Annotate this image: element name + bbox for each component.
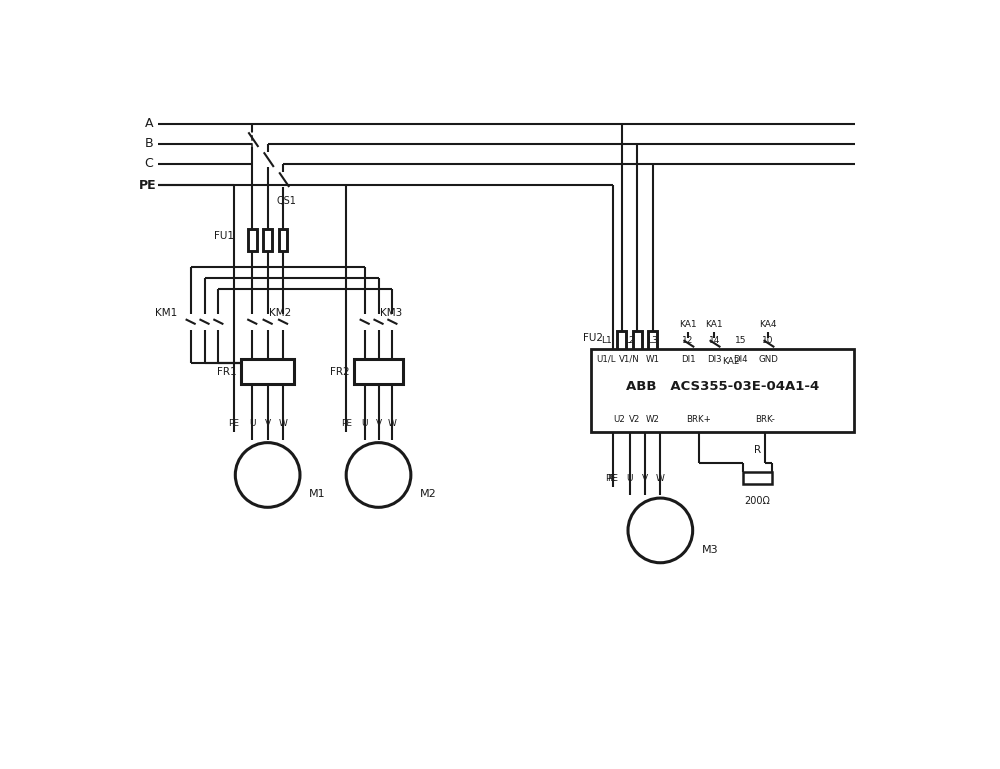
- Text: U1/L: U1/L: [597, 355, 616, 364]
- Text: KA1: KA1: [705, 320, 723, 328]
- Text: U: U: [626, 474, 633, 484]
- Text: L2: L2: [624, 337, 635, 345]
- Bar: [617, 331, 626, 353]
- Bar: [263, 229, 272, 251]
- Text: V: V: [642, 474, 648, 484]
- Text: U2: U2: [613, 415, 625, 424]
- Text: W: W: [279, 419, 287, 428]
- Text: V: V: [375, 419, 382, 428]
- Text: M3: M3: [702, 544, 719, 554]
- Text: KA1: KA1: [679, 320, 697, 328]
- Text: W: W: [656, 474, 665, 484]
- Text: GND: GND: [758, 355, 778, 364]
- Text: DI3: DI3: [707, 355, 722, 364]
- Text: C: C: [144, 158, 153, 171]
- Text: 15: 15: [735, 337, 746, 345]
- Text: KM3: KM3: [380, 308, 402, 318]
- Text: FU2: FU2: [583, 333, 603, 343]
- Text: ABB   ACS355-03E-04A1-4: ABB ACS355-03E-04A1-4: [626, 380, 819, 393]
- Text: 10: 10: [762, 337, 774, 345]
- Text: A: A: [144, 118, 153, 131]
- Text: 200Ω: 200Ω: [744, 496, 770, 506]
- Text: W1: W1: [646, 355, 660, 364]
- Text: V1/N: V1/N: [619, 355, 640, 364]
- Circle shape: [346, 443, 411, 508]
- Bar: [591, 348, 854, 432]
- Text: FR2: FR2: [330, 367, 349, 377]
- Text: FR1: FR1: [217, 367, 237, 377]
- Text: V: V: [265, 419, 271, 428]
- Text: QS1: QS1: [277, 196, 297, 206]
- Text: M1: M1: [309, 489, 326, 499]
- Text: L3: L3: [647, 337, 658, 345]
- Text: U: U: [249, 419, 255, 428]
- Text: DI4: DI4: [733, 355, 748, 364]
- Text: W2: W2: [646, 415, 660, 424]
- Text: KA2: KA2: [722, 357, 739, 365]
- Text: PE: PE: [341, 419, 352, 428]
- Text: BRK+: BRK+: [686, 415, 711, 424]
- Bar: [354, 359, 403, 384]
- Text: V2: V2: [628, 415, 640, 424]
- Bar: [633, 331, 642, 353]
- Text: KA4: KA4: [759, 320, 777, 328]
- Text: B: B: [144, 138, 153, 151]
- Text: PE: PE: [228, 419, 239, 428]
- Text: M2: M2: [420, 489, 437, 499]
- Circle shape: [628, 498, 693, 563]
- Text: R: R: [754, 445, 761, 455]
- Bar: [248, 229, 257, 251]
- Bar: [279, 229, 287, 251]
- Text: PE: PE: [606, 474, 617, 484]
- Text: KM2: KM2: [269, 308, 291, 318]
- Text: PE: PE: [607, 474, 618, 484]
- Text: U: U: [361, 419, 368, 428]
- Bar: [648, 331, 657, 353]
- Text: KM1: KM1: [155, 308, 177, 318]
- Text: 12: 12: [682, 337, 694, 345]
- Text: 14: 14: [709, 337, 720, 345]
- Text: W: W: [388, 419, 397, 428]
- Circle shape: [235, 443, 300, 508]
- Text: FU1: FU1: [214, 231, 234, 241]
- Text: DI1: DI1: [681, 355, 695, 364]
- Text: PE: PE: [139, 179, 157, 192]
- Bar: [743, 472, 772, 484]
- Text: BRK-: BRK-: [755, 415, 775, 424]
- Bar: [241, 359, 294, 384]
- Text: L1: L1: [601, 337, 612, 345]
